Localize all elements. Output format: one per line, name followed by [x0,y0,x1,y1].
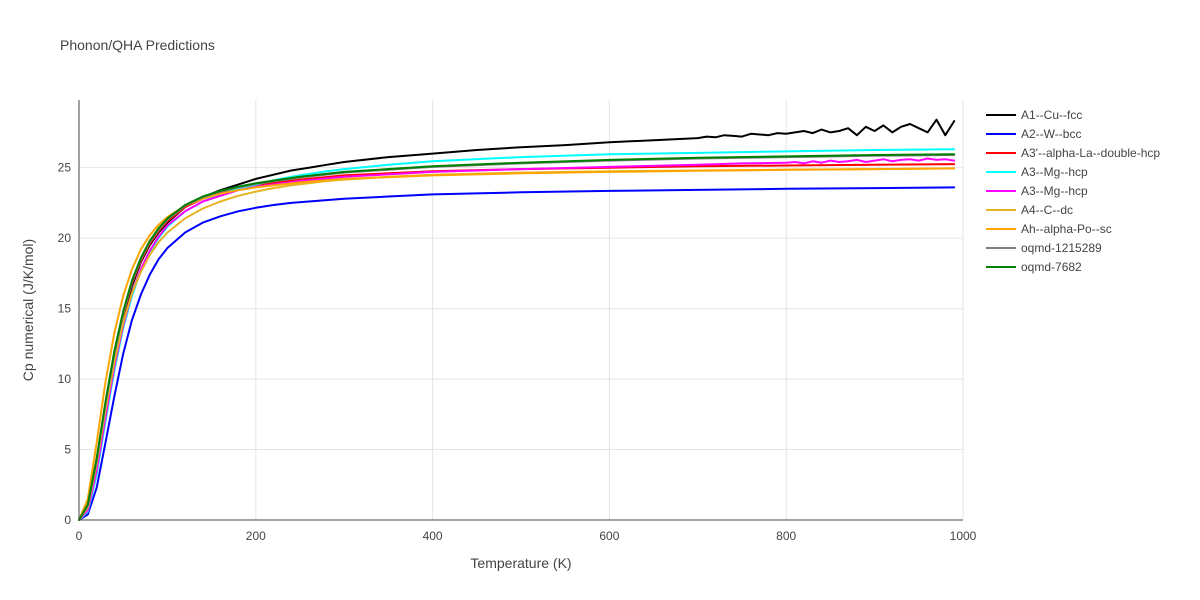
grid [79,100,964,520]
series-line-2 [78,163,956,521]
chart-title: Phonon/QHA Predictions [60,37,215,53]
x-tick-label: 1000 [950,529,977,543]
legend-label: oqmd-1215289 [1021,241,1102,255]
legend: A1--Cu--fcc A2--W--bcc A3'--alpha-La--doub… [986,108,1160,274]
x-tick-label: 800 [776,529,796,543]
y-axis-title: Cp numerical (J/K/mol) [20,239,36,381]
series-line-5 [78,167,956,521]
legend-label: Ah--alpha-Po--sc [1021,222,1112,236]
legend-label: A3--Mg--hcp [1021,184,1088,198]
x-tick-label: 0 [76,529,83,543]
x-tick-label: 600 [599,529,619,543]
legend-label: A3'--alpha-La--double-hcp [1021,146,1160,160]
y-tick-label: 0 [64,513,71,527]
y-tick-label: 5 [64,443,71,457]
y-tick-label: 10 [58,372,72,386]
series-line-8 [78,153,956,521]
legend-label: oqmd-7682 [1021,260,1082,274]
series-line-0 [78,118,956,521]
series-line-1 [78,186,956,521]
y-tick-label: 15 [58,302,72,316]
series-line-6 [78,167,956,521]
x-axis-title: Temperature (K) [470,555,571,571]
series-line-7 [78,154,956,521]
legend-label: A3--Mg--hcp [1021,165,1088,179]
legend-label: A2--W--bcc [1021,127,1081,141]
x-tick-label: 200 [246,529,266,543]
y-tick-label: 25 [58,161,72,175]
tick-labels: 0 200 400 600 800 1000 0 5 10 15 20 25 [58,161,977,543]
plot-area [78,118,956,521]
series-line-4 [78,157,956,521]
legend-label: A4--C--dc [1021,203,1073,217]
legend-label: A1--Cu--fcc [1021,108,1082,122]
axes [78,100,963,521]
x-tick-label: 400 [423,529,443,543]
y-tick-label: 20 [58,231,72,245]
